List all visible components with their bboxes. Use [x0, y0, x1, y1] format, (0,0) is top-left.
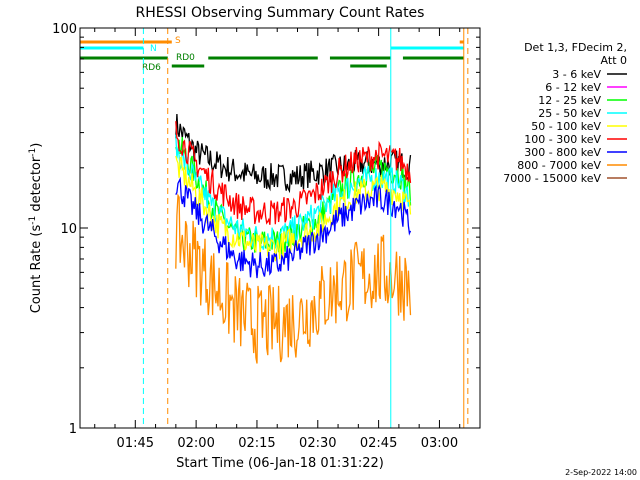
axes: 01:45 02:00 02:15 02:30 02:45 03:00 1 10 100	[52, 22, 481, 451]
y-axis-label-exp1: -1	[28, 216, 38, 225]
x-tick-label-5: 03:00	[421, 436, 458, 451]
state-bar-label-s: S	[175, 36, 181, 46]
series-line-800-7000-keV	[175, 193, 412, 364]
state-vlines	[142, 28, 469, 428]
state-bar-label-rd6: RD6	[142, 63, 161, 73]
series-line-3-6-keV	[175, 113, 412, 194]
legend-label-0: 3 - 6 keV	[552, 68, 601, 81]
series-line-300-800-keV	[175, 176, 412, 279]
legend-label-6: 300 - 800 keV	[524, 146, 601, 159]
state-bar-label-rd0: RD0	[176, 53, 195, 63]
series-line-100-300-keV	[175, 121, 412, 225]
y-axis-label-mid: detector	[29, 156, 44, 216]
legend-label-8: 7000 - 15000 keV	[503, 172, 601, 185]
footer-date: 2-Sep-2022 14:00	[565, 468, 637, 477]
y-tick-label-0: 1	[69, 422, 77, 437]
legend-header-line1: Det 1,3, FDecim 2,	[524, 41, 627, 54]
y-tick-label-2: 100	[52, 22, 77, 37]
legend-label-3: 25 - 50 keV	[538, 107, 601, 120]
legend-label-2: 12 - 25 keV	[538, 94, 601, 107]
y-axis-label-suffix: )	[29, 143, 44, 148]
state-bar-label-n: N	[150, 44, 157, 54]
legend-label-1: 6 - 12 keV	[545, 81, 601, 94]
chart-marks	[175, 113, 412, 364]
state-bars: S N RD0 RD6	[80, 36, 464, 73]
plot-frame	[79, 27, 481, 429]
x-tick-label-1: 02:00	[177, 436, 214, 451]
legend-label-5: 100 - 300 keV	[524, 133, 601, 146]
y-axis-label-prefix: Count Rate (s	[29, 225, 44, 314]
x-tick-label-4: 02:45	[360, 436, 397, 451]
x-tick-label-2: 02:15	[238, 436, 275, 451]
legend-label-4: 50 - 100 keV	[531, 120, 601, 133]
y-tick-label-1: 10	[60, 222, 77, 237]
y-axis-label: Count Rate (s-1 detector-1)	[28, 143, 44, 314]
y-axis-label-exp2: -1	[28, 148, 38, 157]
legend-header-line2: Att 0	[601, 54, 627, 67]
x-axis-label: Start Time (06-Jan-18 01:31:22)	[176, 456, 384, 471]
chart-title: RHESSI Observing Summary Count Rates	[136, 5, 425, 21]
series-line-50-100-keV	[175, 155, 412, 262]
x-tick-label-0: 01:45	[117, 436, 154, 451]
legend-label-7: 800 - 7000 keV	[517, 159, 601, 172]
x-tick-label-3: 02:30	[299, 436, 336, 451]
